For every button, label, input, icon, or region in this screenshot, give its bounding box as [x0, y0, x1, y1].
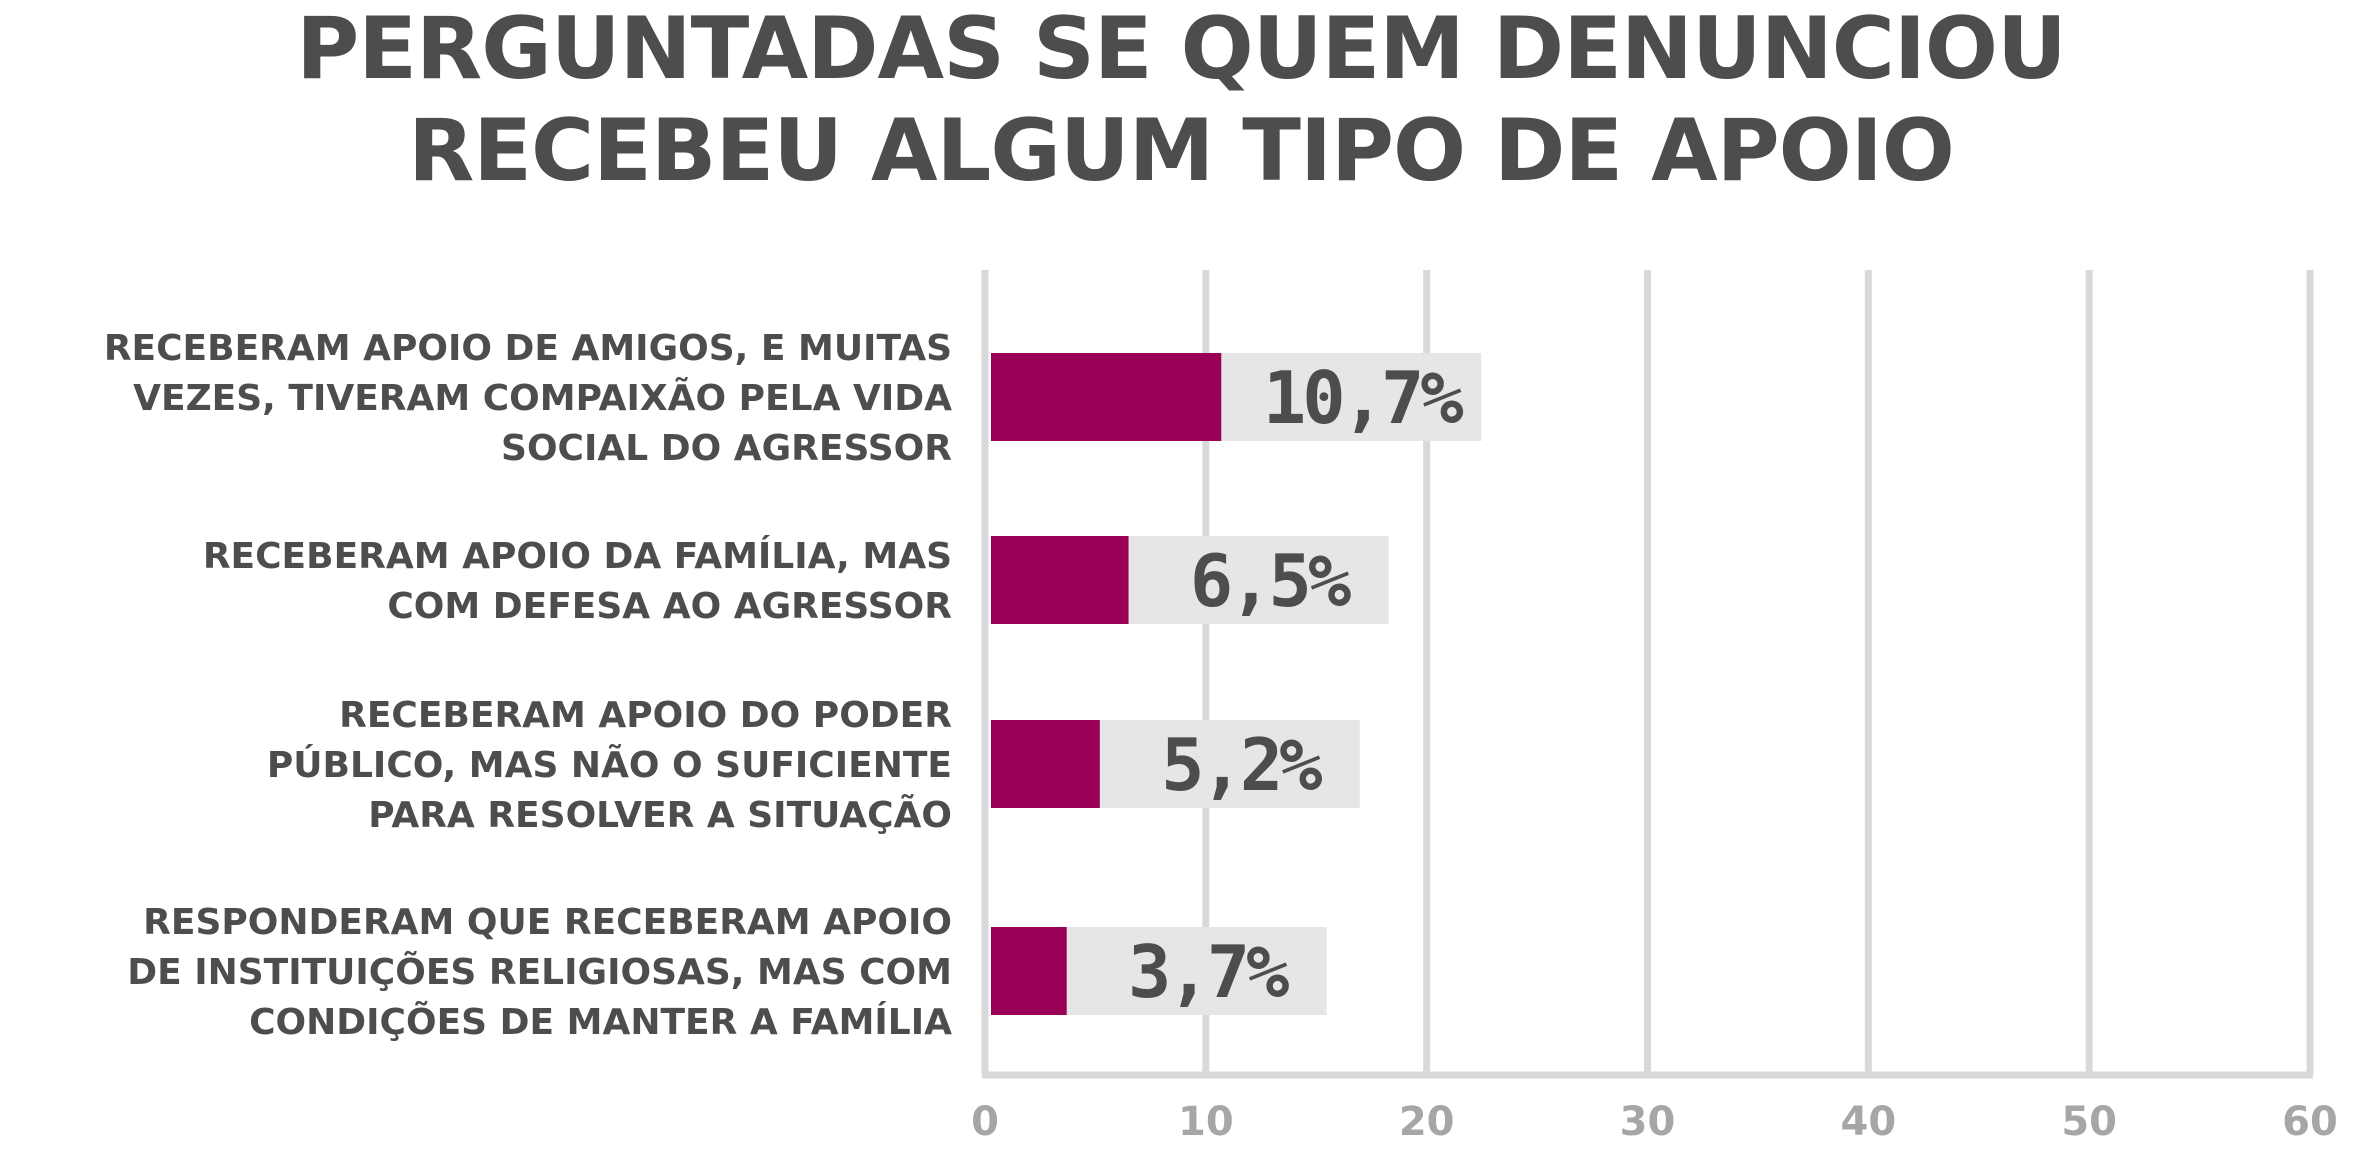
- value-label-background: [1099, 720, 1360, 808]
- bar: [991, 927, 1067, 1015]
- chart-title-line-2: RECEBEU ALGUM TIPO DE APOIO: [408, 101, 1955, 201]
- y-category-label-line: SOCIAL DO AGRESSOR: [501, 428, 952, 469]
- y-category-label-line: PÚBLICO, MAS NÃO O SUFICIENTE: [266, 745, 952, 786]
- y-category-label-line: DE INSTITUIÇÕES RELIGIOSAS, MAS COM: [127, 952, 952, 993]
- x-tick-label: 40: [1840, 1099, 1896, 1145]
- chart-svg: 0 10 20 30 40 50 60 10,7% 6,5% 5,2% 3,7%: [971, 270, 2338, 1145]
- bar: [991, 536, 1129, 624]
- x-tick-label: 50: [2061, 1099, 2117, 1145]
- y-category-label-line: RECEBERAM APOIO DE AMIGOS, E MUITAS: [103, 328, 952, 369]
- data-label: 5,2%: [1161, 723, 1322, 807]
- x-tick-label: 0: [971, 1099, 999, 1145]
- x-tick-label: 10: [1178, 1099, 1234, 1145]
- value-label-background: [1128, 536, 1389, 624]
- bar: [991, 353, 1222, 441]
- y-category-label-line: PARA RESOLVER A SITUAÇÃO: [368, 795, 952, 836]
- y-category-label-line: VEZES, TIVERAM COMPAIXÃO PELA VIDA: [133, 378, 952, 419]
- value-label-background: [1221, 353, 1482, 441]
- y-category-label: RESPONDERAM QUE RECEBERAM APOIO DE INSTIT…: [2, 898, 952, 1048]
- bar: [991, 720, 1100, 808]
- y-category-label-line: CONDIÇÕES DE MANTER A FAMÍLIA: [249, 1002, 952, 1043]
- bar-chart: 0 10 20 30 40 50 60 10,7% 6,5% 5,2% 3,7% RECEBERAM…: [0, 250, 2362, 1149]
- x-tick-label: 30: [1620, 1099, 1676, 1145]
- y-category-label-line: COM DEFESA AO AGRESSOR: [387, 586, 952, 627]
- chart-title: PERGUNTADAS SE QUEM DENUNCIOU RECEBEU AL…: [0, 0, 2362, 210]
- x-tick-label: 20: [1399, 1099, 1455, 1145]
- y-category-label: RECEBERAM APOIO DO PODER PÚBLICO, MAS NÃO…: [2, 691, 952, 841]
- y-category-label-line: RESPONDERAM QUE RECEBERAM APOIO: [143, 902, 952, 943]
- y-category-label-line: RECEBERAM APOIO DO PODER: [339, 695, 952, 736]
- chart-title-line-1: PERGUNTADAS SE QUEM DENUNCIOU: [296, 0, 2067, 99]
- data-label: 3,7%: [1128, 930, 1289, 1014]
- y-category-label: RECEBERAM APOIO DA FAMÍLIA, MAS COM DEFES…: [2, 532, 952, 632]
- y-category-label-line: RECEBERAM APOIO DA FAMÍLIA, MAS: [202, 536, 952, 577]
- value-label-background: [1066, 927, 1327, 1015]
- data-label: 10,7%: [1263, 356, 1463, 440]
- x-tick-label: 60: [2282, 1099, 2338, 1145]
- data-label: 6,5%: [1190, 539, 1351, 623]
- y-category-label: RECEBERAM APOIO DE AMIGOS, E MUITAS VEZES…: [2, 324, 952, 474]
